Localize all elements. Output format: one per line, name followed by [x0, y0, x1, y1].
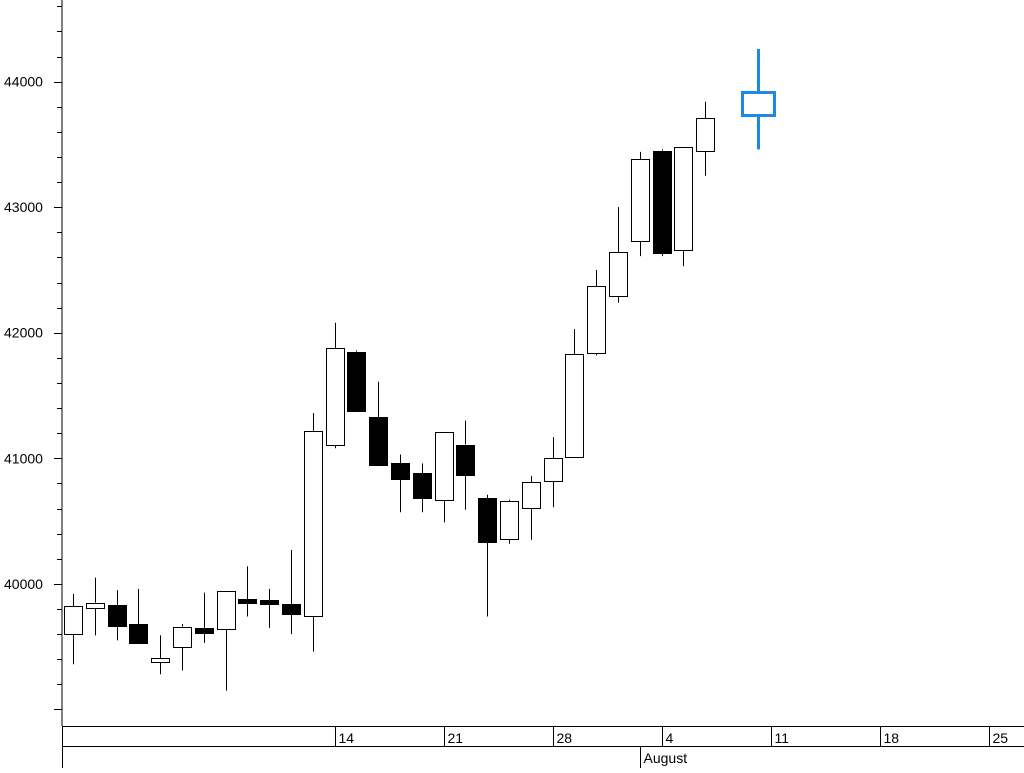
- candle-body: [173, 627, 192, 648]
- candle-body: [369, 417, 388, 466]
- candle: [544, 436, 563, 508]
- candle: [238, 566, 257, 617]
- candle-body: [435, 432, 454, 501]
- candle: [108, 590, 127, 641]
- candles: [64, 48, 776, 691]
- candle-body: [108, 605, 127, 627]
- candle-body: [587, 286, 606, 354]
- candle: [609, 207, 628, 303]
- candle-body: [565, 354, 584, 458]
- candle: [86, 577, 105, 636]
- candle-body: [544, 458, 563, 482]
- x-day-label: 28: [557, 730, 573, 746]
- candle: [696, 101, 715, 176]
- candle-body: [304, 431, 323, 617]
- candle: [369, 381, 388, 466]
- x-day-label: 11: [775, 730, 790, 746]
- candle: [631, 151, 650, 257]
- highlight-candle: [741, 48, 776, 150]
- candle-body: [64, 606, 83, 635]
- y-tick-label: 40000: [4, 576, 43, 592]
- candle-body: [195, 628, 214, 634]
- candle-body: [238, 599, 257, 604]
- candle: [173, 624, 192, 671]
- axes: 400004100042000430004400014212841118251A…: [4, 0, 1024, 768]
- candle: [326, 322, 345, 449]
- candle-body: [609, 252, 628, 297]
- y-tick-label: 43000: [4, 199, 43, 215]
- candle: [64, 593, 83, 665]
- candle: [195, 592, 214, 643]
- candle-body: [282, 604, 301, 615]
- candle: [347, 350, 366, 412]
- x-month-label: August: [644, 750, 688, 766]
- candle: [500, 499, 519, 544]
- candle: [217, 591, 236, 691]
- y-tick-label: 44000: [4, 74, 43, 90]
- candle: [260, 588, 279, 628]
- candle: [151, 635, 170, 675]
- candle: [391, 454, 410, 513]
- x-day-label: 25: [993, 730, 1009, 746]
- candle-body: [413, 473, 432, 499]
- candle-body: [478, 498, 497, 543]
- candle-body: [326, 348, 345, 446]
- candle-body: [500, 501, 519, 540]
- candle-body: [347, 352, 366, 412]
- y-tick-label: 42000: [4, 325, 43, 341]
- y-tick-label: 41000: [4, 450, 43, 466]
- candle: [587, 269, 606, 356]
- candle-body: [674, 147, 693, 251]
- candle: [653, 149, 672, 257]
- candle: [282, 549, 301, 635]
- candle: [522, 475, 541, 540]
- candle: [435, 432, 454, 523]
- x-day-label: 14: [339, 730, 355, 746]
- candle: [565, 328, 584, 458]
- candle-body: [151, 658, 170, 663]
- candle-body: [696, 118, 715, 152]
- candle: [478, 494, 497, 617]
- candle-body: [391, 463, 410, 480]
- x-day-label: 4: [666, 730, 674, 746]
- candle-body: [129, 624, 148, 644]
- candle-body: [456, 445, 475, 476]
- candle: [674, 147, 693, 267]
- candle: [413, 463, 432, 513]
- candle-body: [631, 159, 650, 242]
- candle-body: [217, 591, 236, 630]
- highlight-candle-body: [741, 91, 776, 117]
- candle: [129, 588, 148, 645]
- x-day-label: 21: [448, 730, 464, 746]
- x-day-label: 18: [884, 730, 900, 746]
- candle-body: [522, 482, 541, 509]
- candle: [304, 413, 323, 652]
- candle-body: [86, 603, 105, 609]
- candle-body: [653, 151, 672, 254]
- candle-body: [260, 600, 279, 605]
- candle: [456, 420, 475, 510]
